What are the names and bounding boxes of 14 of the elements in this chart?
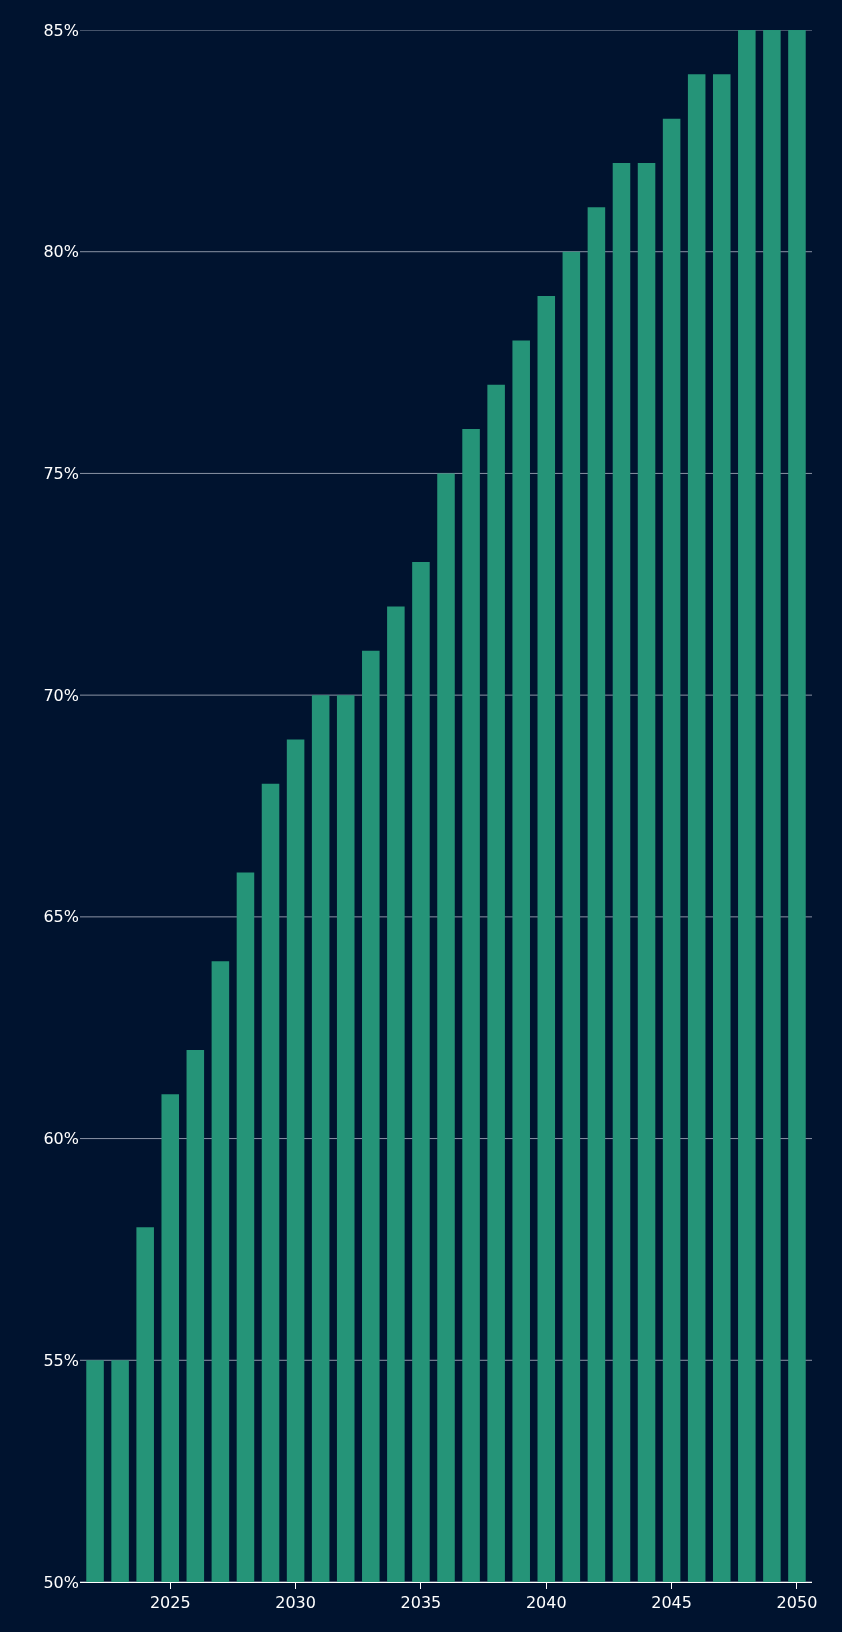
x-tick-label: 2045 xyxy=(651,1593,692,1613)
y-tick-label: 80% xyxy=(43,242,79,262)
x-tick-label: 2050 xyxy=(776,1593,818,1613)
x-tick-label: 2030 xyxy=(275,1593,316,1613)
y-tick-label: 65% xyxy=(43,907,79,927)
y-tick-label: 70% xyxy=(43,685,79,705)
y-tick-label: 75% xyxy=(43,464,79,484)
y-tick-label: 50% xyxy=(43,1572,79,1592)
y-tick-label: 60% xyxy=(43,1129,79,1149)
y-tick-label: 55% xyxy=(43,1350,79,1370)
y-tick-label: 85% xyxy=(43,20,79,40)
x-tick-label: 2040 xyxy=(525,1593,567,1613)
x-tick-label: 2025 xyxy=(149,1593,191,1613)
x-tick-label: 2035 xyxy=(400,1593,442,1613)
